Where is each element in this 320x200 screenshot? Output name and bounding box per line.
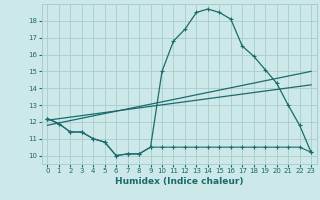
X-axis label: Humidex (Indice chaleur): Humidex (Indice chaleur) [115, 177, 244, 186]
